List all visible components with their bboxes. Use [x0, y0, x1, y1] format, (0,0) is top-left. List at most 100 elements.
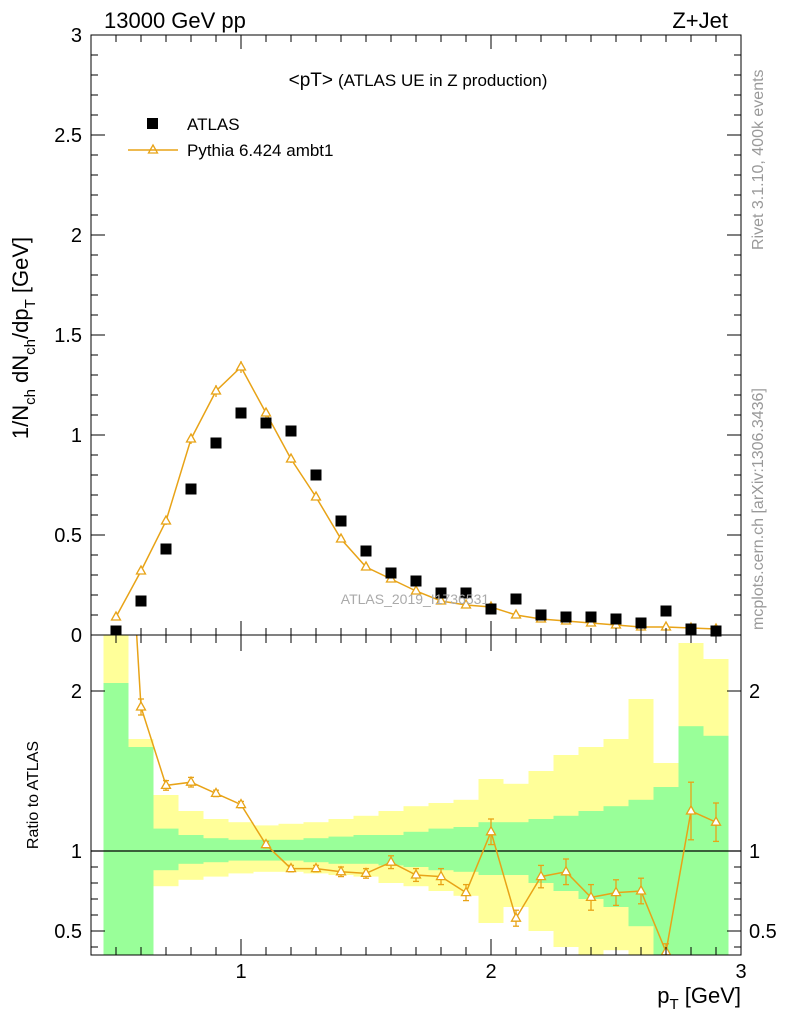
ratio-band-inner: [403, 831, 429, 867]
ratio-point: [335, 865, 347, 876]
ratio-series: [112, 286, 722, 955]
ratio-point: [510, 911, 522, 922]
ylabel-b-sub: ch: [22, 339, 39, 355]
header-left: 13000 GeV pp: [104, 8, 246, 33]
atlas-point: [285, 425, 297, 437]
ratio-band-inner: [628, 799, 654, 927]
ratio-band-inner: [278, 839, 304, 861]
atlas-point: [235, 407, 247, 419]
legend-pythia-label: Pythia 6.424 ambt1: [187, 141, 333, 160]
ratio-ytick-label-right: 2: [749, 681, 760, 703]
watermark: ATLAS_2019_I1736531: [341, 591, 490, 607]
ylabel-b: dN: [8, 355, 33, 389]
atlas-point: [210, 437, 222, 449]
ratio-band-inner: [228, 839, 254, 861]
atlas-point: [585, 611, 597, 623]
ratio-ytick-labels: 0.5 0.5 1 1 2 2: [54, 681, 777, 943]
ratio-band-inner: [328, 836, 354, 864]
ratio-point: [435, 870, 447, 881]
ratio-point: [585, 891, 597, 902]
ratio-band-inner: [253, 839, 279, 861]
ratio-xtick-label: 2: [485, 961, 496, 983]
main-ytick-labels: 0 0.5 1 1.5 2 2.5 3: [54, 25, 82, 647]
ratio-point: [460, 886, 472, 897]
ratio-band-inner: [703, 735, 729, 955]
xlabel-a: p: [657, 983, 669, 1008]
main-ytick-label: 1: [71, 425, 82, 447]
atlas-point: [485, 603, 497, 615]
ratio-point: [485, 825, 497, 836]
atlas-point: [535, 609, 547, 621]
ratio-band-inner: [428, 828, 454, 871]
ratio-ytick-label: 1: [71, 841, 82, 863]
ratio-ytick-label: 0.5: [54, 921, 82, 943]
main-ytick-label: 0.5: [54, 525, 82, 547]
pythia-point: [260, 406, 272, 417]
pythia-point: [435, 594, 447, 605]
main-ytick-label: 3: [71, 25, 82, 47]
ratio-point: [710, 815, 722, 826]
atlas-point: [410, 575, 422, 587]
pythia-point: [185, 432, 197, 443]
ratio-point: [285, 862, 297, 873]
atlas-point: [660, 605, 672, 617]
main-ytick-label: 2: [71, 225, 82, 247]
pythia-point: [285, 452, 297, 463]
atlas-point: [160, 543, 172, 555]
side-text-bottom: mcplots.cern.ch [arXiv:1306.3436]: [750, 388, 767, 630]
ratio-band-inner: [353, 835, 379, 864]
pythia-point: [410, 584, 422, 595]
ratio-band-inner: [153, 828, 179, 871]
pythia-point: [135, 564, 147, 575]
xlabel-a-sub: T: [669, 996, 678, 1013]
ratio-point: [260, 838, 272, 849]
atlas-point: [560, 611, 572, 623]
pythia-point: [510, 608, 522, 619]
pythia-point: [360, 560, 372, 571]
ratio-point: [235, 798, 247, 809]
main-title: <pT> (ATLAS UE in Z production): [289, 70, 548, 91]
ratio-point: [635, 884, 647, 895]
atlas-point: [460, 587, 472, 599]
atlas-point: [335, 515, 347, 527]
atlas-point: [610, 613, 622, 625]
main-ytick-label: 0: [71, 625, 82, 647]
ylabel-c-sub: T: [22, 299, 39, 308]
atlas-point: [435, 587, 447, 599]
ratio-ylabel: Ratio to ATLAS: [25, 741, 42, 849]
ratio-point: [410, 868, 422, 879]
main-ytick-label: 1.5: [54, 325, 82, 347]
ratio-point: [535, 870, 547, 881]
atlas-point: [385, 567, 397, 579]
ratio-ytick-label-right: 1: [749, 841, 760, 863]
main-panel: 0 0.5 1 1.5 2 2.5 3 <pT> (ATLAS UE in Z product…: [8, 25, 742, 647]
pythia-point: [335, 532, 347, 543]
atlas-point: [185, 483, 197, 495]
atlas-point: [360, 545, 372, 557]
pythia-point: [310, 490, 322, 501]
ratio-band-inner: [678, 726, 704, 955]
ratio-ticks: [90, 635, 742, 955]
ylabel-a-sub: ch: [22, 389, 39, 405]
ratio-point: [210, 787, 222, 798]
ratio-xtick-labels: 1 2 3: [235, 961, 746, 983]
legend: ATLAS Pythia 6.424 ambt1: [128, 115, 333, 160]
ratio-band-inner: [453, 827, 479, 872]
ratio-point: [685, 804, 697, 815]
ratio-point: [310, 862, 322, 873]
ratio-point: [560, 865, 572, 876]
ratio-point: [385, 855, 397, 866]
main-ytick-label: 2.5: [54, 125, 82, 147]
xlabel-b: [GeV]: [679, 983, 741, 1008]
ratio-point: [112, 286, 121, 294]
atlas-point: [260, 417, 272, 429]
main-ylabel: 1/Nch dNch/dpT [GeV]: [8, 237, 39, 439]
atlas-point: [635, 617, 647, 629]
ratio-band-inner: [503, 822, 529, 875]
pythia-point: [235, 360, 247, 371]
ratio-point: [135, 700, 147, 711]
ratio-band-inner: [653, 787, 679, 955]
atlas-point: [310, 469, 322, 481]
